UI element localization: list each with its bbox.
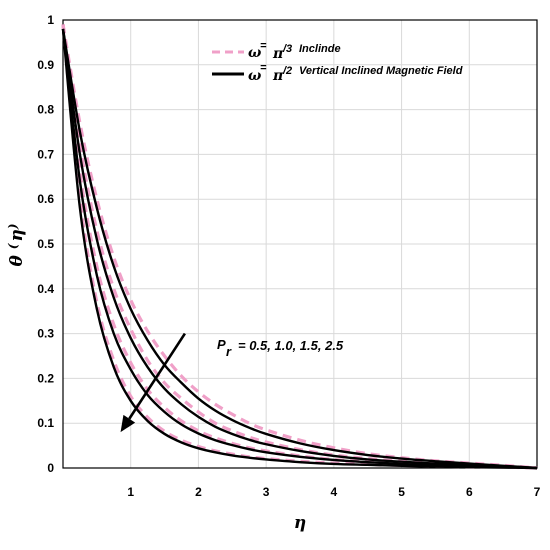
annotation-arrowhead [120, 414, 136, 433]
annotation-symbol: P [217, 337, 226, 352]
x-tick-label: 2 [195, 485, 202, 499]
y-axis-title: θ (η) [6, 223, 27, 266]
x-tick-label: 3 [263, 485, 270, 499]
y-tick-label: 0.5 [37, 237, 54, 251]
legend-value-1: π [272, 46, 284, 62]
series-line-solid [61, 28, 538, 470]
y-tick-label: 0.8 [37, 103, 54, 117]
series-line-dashed [61, 24, 538, 470]
series-line-solid [61, 28, 538, 470]
series-line-solid [61, 28, 538, 470]
annotation: P r = 0.5, 1.0, 1.5, 2.5 [120, 332, 344, 433]
y-tick-label: 0.9 [37, 58, 54, 72]
legend-fraction-1: /3 [282, 43, 292, 55]
y-axis-ticks: 0 0.1 0.2 0.3 0.4 0.5 0.6 0.7 0.8 0.9 1 [37, 13, 54, 475]
y-tick-label: 0.2 [37, 371, 54, 385]
x-axis-ticks: 1 2 3 4 5 6 7 [127, 485, 540, 499]
y-tick-label: 1 [47, 13, 54, 27]
y-axis-title-open: ( [6, 242, 20, 249]
legend-fraction-2: /2 [282, 65, 292, 77]
y-axis-title-close: ) [6, 223, 20, 230]
annotation-arrow [128, 332, 186, 420]
x-tick-label: 7 [534, 485, 541, 499]
legend-label-2: Vertical Inclined Magnetic Field [299, 65, 463, 77]
annotation-text: = 0.5, 1.0, 1.5, 2.5 [238, 338, 344, 353]
legend-equals-1: = [260, 40, 267, 52]
legend-symbol-1: ω [248, 45, 262, 61]
annotation-subscript: r [226, 344, 232, 359]
series-layer [61, 24, 538, 470]
series-line-solid [61, 28, 538, 470]
y-tick-label: 0.6 [37, 192, 54, 206]
legend-symbol-2: ω [248, 68, 262, 84]
legend-label-1: Inclinde [299, 43, 341, 55]
y-axis-title-main: θ [7, 255, 27, 267]
y-tick-label: 0.4 [37, 282, 54, 296]
svg-text:θ(η): θ (η) [6, 223, 27, 266]
y-tick-label: 0.3 [37, 327, 54, 341]
x-tick-label: 6 [466, 485, 473, 499]
y-tick-label: 0 [47, 461, 54, 475]
plot-frame [62, 19, 538, 469]
x-axis-title: η [294, 513, 306, 533]
x-tick-label: 4 [331, 485, 338, 499]
y-axis-title-eta: η [7, 229, 27, 241]
x-tick-label: 1 [127, 485, 134, 499]
legend: ω = π /3 Inclinde ω = π /2 Vertical Incl… [212, 40, 463, 84]
y-tick-label: 0.7 [37, 147, 54, 161]
legend-equals-2: = [260, 62, 267, 74]
y-tick-label: 0.1 [37, 416, 54, 430]
legend-value-2: π [272, 68, 284, 84]
x-tick-label: 5 [398, 485, 405, 499]
